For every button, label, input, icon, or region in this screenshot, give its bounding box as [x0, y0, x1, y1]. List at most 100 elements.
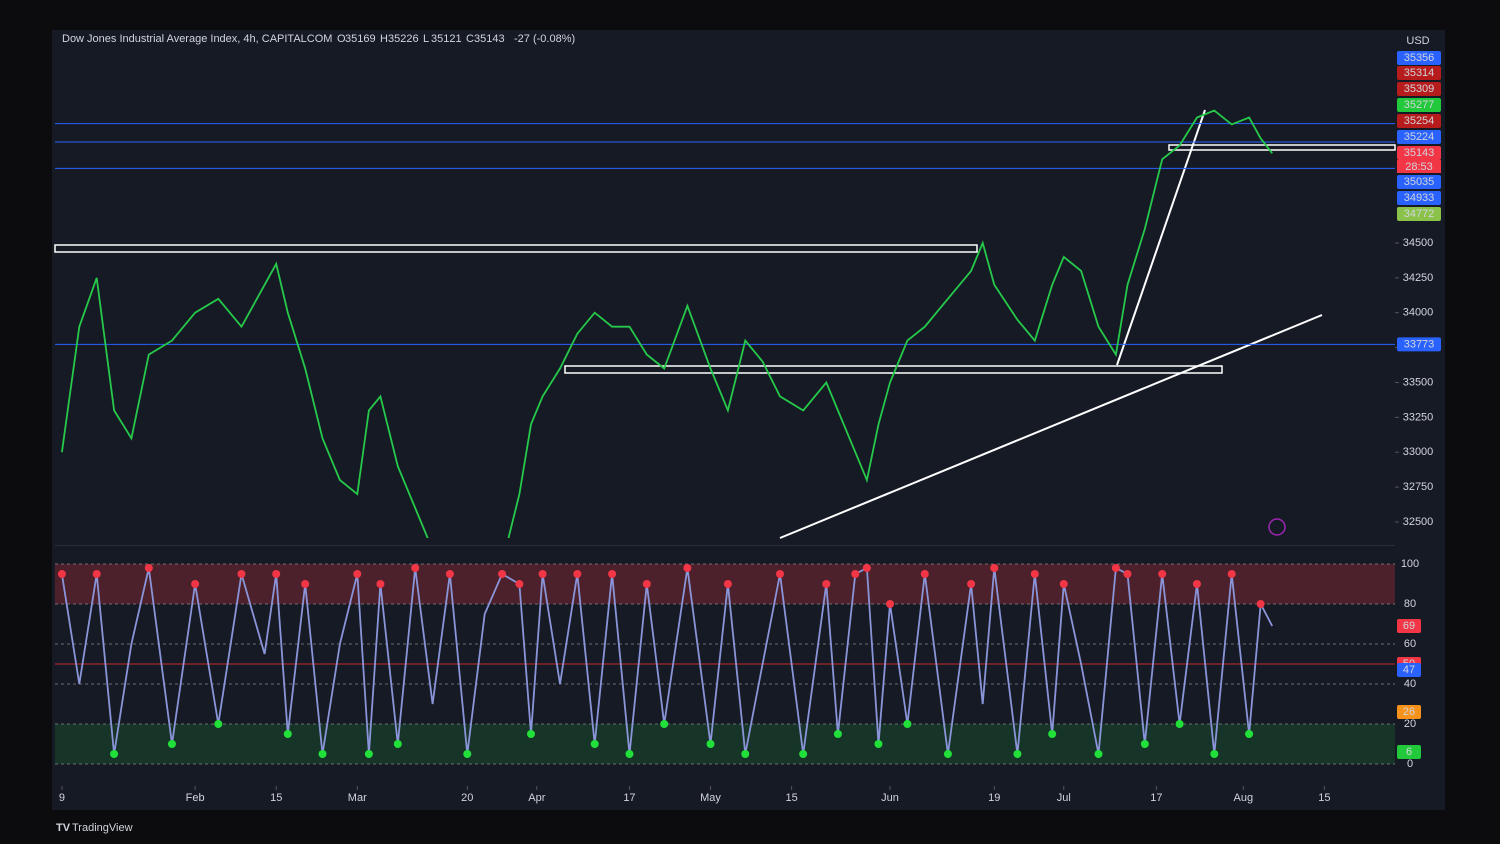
signal-dot — [723, 580, 732, 588]
signal-dot — [874, 740, 883, 748]
osc-tick-label: 60 — [1404, 638, 1416, 650]
signal-dot — [1140, 740, 1149, 748]
x-tick-label: 20 — [461, 792, 473, 804]
price-tag-label: 33773 — [1404, 338, 1435, 350]
signal-dot — [463, 750, 472, 758]
price-tag — [1397, 114, 1441, 128]
pane-divider — [55, 545, 1395, 546]
osc-tag-label: 26 — [1403, 706, 1415, 718]
osc-tick-label: 80 — [1404, 598, 1416, 610]
x-tick-label: Feb — [186, 792, 205, 804]
ohlc-value: 35143 — [474, 33, 505, 45]
x-tick-label: Jun — [881, 792, 899, 804]
signal-dot — [1123, 570, 1132, 578]
signal-dot — [1094, 750, 1103, 758]
signal-dot — [822, 580, 831, 588]
signal-dot — [741, 750, 750, 758]
signal-dot — [625, 750, 634, 758]
alert-icon[interactable] — [1268, 518, 1286, 536]
signal-dot — [833, 730, 842, 738]
brand-logo: TV — [56, 822, 71, 834]
price-tag — [1397, 207, 1441, 221]
chart-background — [52, 30, 1445, 810]
signal-dot — [538, 570, 547, 578]
signal-dot — [283, 730, 292, 738]
change: -27 (-0.08%) — [514, 33, 575, 45]
osc-tick-label: 0 — [1407, 758, 1413, 770]
x-tick-label: Aug — [1233, 792, 1253, 804]
price-tag-label: 34772 — [1404, 208, 1435, 220]
signal-dot — [642, 580, 651, 588]
y-tick-label: 34000 — [1403, 307, 1434, 319]
signal-dot — [445, 570, 454, 578]
x-tick-label: May — [700, 792, 721, 804]
countdown-tag — [1397, 160, 1441, 173]
price-tag-label: 35224 — [1404, 131, 1435, 143]
signal-dot — [1192, 580, 1201, 588]
ohlc-label: C — [466, 33, 474, 45]
signal-dot — [92, 570, 101, 578]
x-tick-label: 9 — [59, 792, 65, 804]
osc-tag — [1397, 705, 1421, 719]
signal-dot — [1048, 730, 1057, 738]
x-tick-label: 17 — [1150, 792, 1162, 804]
signal-dot — [214, 720, 223, 728]
y-tick-label: 33250 — [1403, 411, 1434, 423]
zone-box — [54, 244, 978, 253]
signal-dot — [1111, 564, 1120, 572]
signal-dot — [364, 750, 373, 758]
price-tag-label: 35035 — [1404, 176, 1435, 188]
signal-dot — [1059, 580, 1068, 588]
x-tick-label: Apr — [528, 792, 545, 804]
trend-line — [1116, 109, 1206, 366]
signal-dot — [1256, 600, 1265, 608]
signal-dot — [590, 740, 599, 748]
price-tag-label: 35254 — [1404, 115, 1435, 127]
trend-line — [779, 314, 1323, 539]
countdown: 28:53 — [1405, 161, 1433, 173]
signal-dot — [886, 600, 895, 608]
signal-dot — [527, 730, 536, 738]
currency: USD — [1406, 35, 1429, 47]
signal-dot — [1030, 570, 1039, 578]
signal-dot — [943, 750, 952, 758]
y-tick-label: 33000 — [1403, 446, 1434, 458]
signal-dot — [1175, 720, 1184, 728]
header: Dow Jones Industrial Average Index, 4h, … — [62, 33, 575, 45]
signal-dot — [706, 740, 715, 748]
price-tag-label: 35309 — [1404, 83, 1435, 95]
x-tick-label: 19 — [988, 792, 1000, 804]
signal-dot — [660, 720, 669, 728]
signal-dot — [851, 570, 860, 578]
signal-dot — [318, 750, 327, 758]
price-tag-label: 35277 — [1404, 99, 1435, 111]
signal-dot — [301, 580, 310, 588]
x-tick-label: Jul — [1057, 792, 1071, 804]
zone-box — [1168, 144, 1396, 151]
ohlc-value: 35121 — [431, 33, 462, 45]
price-tag — [1397, 82, 1441, 96]
y-tick-label: 32500 — [1403, 516, 1434, 528]
signal-dot — [498, 570, 507, 578]
signal-dot — [376, 580, 385, 588]
signal-dot — [393, 740, 402, 748]
signal-dot — [110, 750, 119, 758]
signal-dot — [191, 580, 200, 588]
oscillator-line — [61, 566, 1273, 755]
x-tick-label: 15 — [270, 792, 282, 804]
price-tag — [1397, 98, 1441, 112]
signal-dot — [903, 720, 912, 728]
y-tick-label: 33500 — [1403, 376, 1434, 388]
osc-tag — [1397, 619, 1421, 633]
ohlc-label: H — [380, 33, 388, 45]
ohlc-label: L — [423, 33, 429, 45]
osc-tag-label: 69 — [1403, 620, 1415, 632]
signal-dot — [683, 564, 692, 572]
signal-dot — [1013, 750, 1022, 758]
price-tag — [1397, 175, 1441, 189]
signal-dot — [1158, 570, 1167, 578]
brand: TradingView — [72, 822, 133, 834]
signal-dot — [353, 570, 362, 578]
oversold-zone — [55, 724, 1395, 764]
